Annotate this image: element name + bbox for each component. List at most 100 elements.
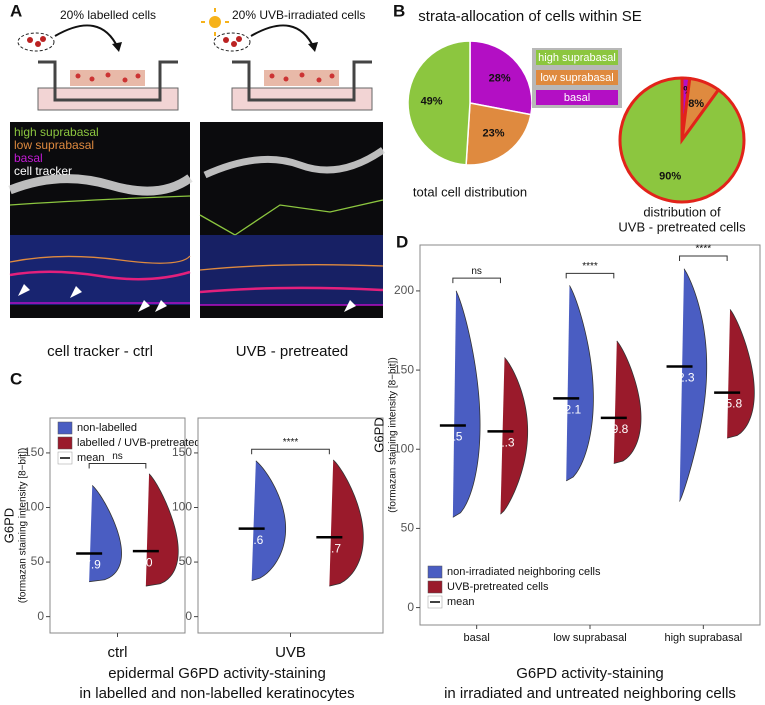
violin — [89, 485, 122, 583]
legend-label: basal — [564, 92, 590, 104]
y-axis-label: G6PD — [1, 508, 16, 543]
image-legend: cell tracker — [14, 164, 72, 178]
y-tick-label: 0 — [407, 600, 414, 614]
y-tick-label: 50 — [401, 521, 415, 535]
x-tick-label: low suprabasal — [553, 632, 626, 644]
image-caption: cell tracker - ctrl — [47, 343, 153, 360]
pie-slice — [469, 40, 533, 116]
y-tick-label: 100 — [172, 500, 192, 514]
pie-caption: total cell distribution — [413, 184, 527, 199]
significance-bracket — [679, 255, 728, 261]
legend-label: labelled / UVB-pretreated — [77, 437, 201, 449]
legend-swatch — [427, 565, 443, 579]
chart-caption: in irradiated and untreated neighboring … — [444, 685, 736, 702]
significance-label: **** — [283, 437, 299, 448]
mean-label: 72.7 — [318, 541, 342, 555]
pie-slice — [618, 76, 746, 204]
legend-swatch — [427, 580, 443, 594]
x-tick-label: high suprabasal — [664, 632, 742, 644]
pie-label: 23% — [483, 127, 505, 139]
micrograph — [199, 122, 386, 318]
legend-label: UVB-pretreated cells — [447, 581, 549, 593]
legend-label: non-irradiated neighboring cells — [447, 566, 601, 578]
y-tick-label: 150 — [172, 445, 192, 459]
x-tick-label: UVB — [275, 644, 306, 661]
mean-label: 57.9 — [77, 558, 101, 572]
y-axis-sublabel: (formazan staining intensity [8−bit]) — [18, 448, 29, 603]
mean-label: 132.1 — [551, 403, 581, 417]
pie-caption: UVB - pretreated cells — [618, 219, 746, 234]
significance-label: ns — [471, 266, 482, 277]
pie-slice — [465, 102, 532, 166]
chart-caption: in labelled and non-labelled keratinocyt… — [79, 685, 354, 702]
y-tick-label: 0 — [37, 609, 44, 623]
mean-label: 60 — [139, 555, 153, 569]
mean-label: 115 — [443, 430, 462, 444]
legend-swatch — [536, 90, 618, 105]
significance-bracket — [88, 462, 147, 469]
image-legend: basal — [14, 151, 43, 165]
significance-bracket — [452, 277, 501, 284]
panel-label: C — [10, 369, 22, 388]
significance-label: **** — [582, 261, 598, 272]
mean-label: 152.3 — [665, 371, 695, 385]
schematic-label: 20% UVB-irradiated cells — [232, 8, 365, 22]
legend-swatch — [57, 436, 73, 450]
x-tick-label: basal — [464, 632, 490, 644]
transwell-schematic — [17, 24, 179, 111]
panel-label: A — [10, 1, 22, 20]
legend-swatch — [57, 421, 73, 435]
mean-label: 111.3 — [486, 436, 515, 450]
y-tick-label: 0 — [185, 609, 192, 623]
pie-label: 90% — [659, 170, 681, 182]
x-tick-label: ctrl — [108, 644, 128, 661]
y-tick-label: 50 — [31, 554, 45, 568]
image-legend: high suprabasal — [14, 125, 99, 139]
y-tick-label: 150 — [394, 362, 414, 376]
legend-label: non-labelled — [77, 422, 137, 434]
chart-caption: epidermal G6PD activity-staining — [108, 665, 326, 682]
mean-label: 135.8 — [712, 397, 742, 411]
panel-label: D — [396, 232, 408, 251]
pie-slice — [407, 40, 471, 166]
mean-label: 119.8 — [599, 422, 628, 436]
chart-title: strata-allocation of cells within SE — [418, 8, 641, 25]
violin — [145, 473, 179, 587]
significance-label: ns — [112, 451, 123, 462]
pie-label: 8% — [688, 98, 704, 110]
legend-label: mean — [77, 452, 105, 464]
chart-caption: G6PD activity-staining — [516, 665, 664, 682]
legend-label: mean — [447, 596, 475, 608]
violin — [452, 290, 481, 518]
y-tick-label: 50 — [179, 554, 193, 568]
violin — [613, 340, 642, 464]
legend-label: high suprabasal — [538, 52, 616, 64]
pie-label: 28% — [489, 72, 511, 84]
legend-label: low suprabasal — [540, 72, 613, 84]
image-caption: UVB - pretreated — [236, 343, 349, 360]
panel-label: B — [393, 1, 405, 20]
violin — [566, 285, 594, 482]
pie-label: 49% — [421, 96, 443, 108]
legend-swatch — [536, 50, 618, 65]
significance-bracket — [565, 272, 615, 279]
transwell-schematic — [201, 8, 373, 111]
violin — [727, 309, 755, 439]
violin — [500, 357, 529, 515]
y-tick-label: 150 — [24, 445, 44, 459]
significance-label: **** — [696, 244, 712, 255]
image-legend: low suprabasal — [14, 138, 94, 152]
y-tick-label: 100 — [24, 500, 44, 514]
violin — [679, 268, 708, 502]
violin — [251, 460, 287, 581]
violin — [329, 459, 364, 587]
y-tick-label: 200 — [394, 283, 414, 297]
micrograph — [8, 122, 193, 330]
y-axis-sublabel: (formazan staining intensity [8−bit]) — [388, 357, 399, 512]
pie-caption: distribution of — [643, 204, 721, 219]
legend-swatch — [536, 70, 618, 85]
mean-label: 80.6 — [240, 533, 264, 547]
significance-bracket — [251, 448, 330, 455]
schematic-label: 20% labelled cells — [60, 8, 156, 22]
